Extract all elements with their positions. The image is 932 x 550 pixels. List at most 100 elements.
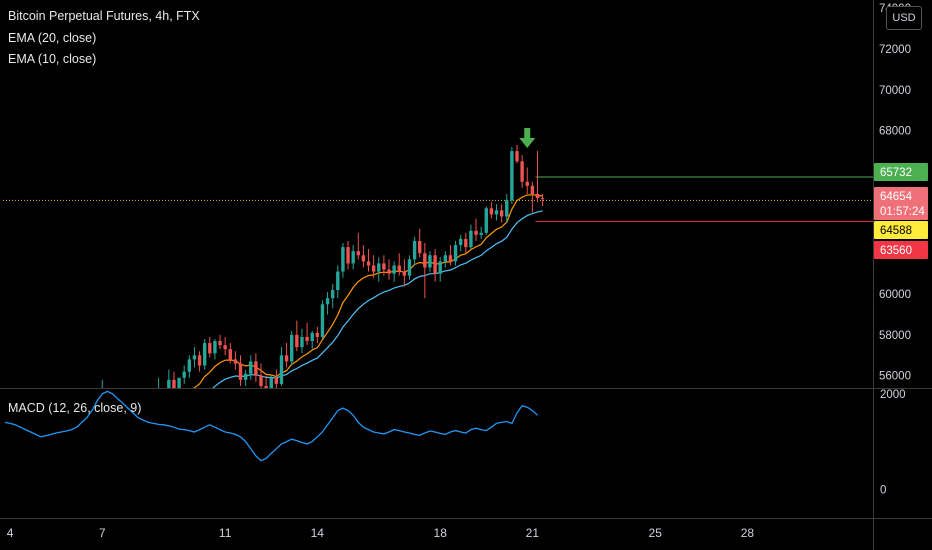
macd-tick-label: 0 xyxy=(880,484,886,496)
candle-body xyxy=(29,415,32,419)
candle-body xyxy=(453,245,458,262)
candle-body xyxy=(274,377,279,384)
time-tick-label: 7 xyxy=(99,526,106,540)
price-tick-label: 72000 xyxy=(879,44,911,56)
candle-body xyxy=(300,336,304,348)
candle-body xyxy=(284,355,289,362)
candle-body xyxy=(474,230,478,235)
candle-body xyxy=(106,432,109,436)
candle-body xyxy=(310,332,314,342)
candle-body xyxy=(525,181,529,186)
price-tick-label: 58000 xyxy=(879,330,911,342)
candle-body xyxy=(397,265,401,272)
candle-body xyxy=(44,421,47,425)
candle-body xyxy=(34,417,37,419)
candle-body xyxy=(90,430,93,433)
candle-body xyxy=(407,259,412,276)
candle-body xyxy=(142,436,145,439)
candle-body xyxy=(438,261,442,274)
candle-body xyxy=(187,359,192,372)
candle-body xyxy=(213,341,217,354)
candle-body xyxy=(177,377,181,388)
time-tick-label: 14 xyxy=(311,526,325,540)
price-tick-label: 68000 xyxy=(879,126,911,138)
candle-body xyxy=(377,263,381,272)
price-label-value: 63560 xyxy=(880,245,912,257)
candle-body xyxy=(85,428,88,433)
candle-body xyxy=(279,355,284,384)
candle-body xyxy=(111,433,114,436)
candle-body xyxy=(147,436,150,440)
candle-body xyxy=(535,194,540,199)
candle-body xyxy=(346,247,350,264)
candle-body xyxy=(65,424,68,429)
price-tick-label: 70000 xyxy=(879,85,911,97)
candle-body xyxy=(412,240,417,260)
candle-body xyxy=(499,210,504,217)
candle-body xyxy=(202,343,207,366)
candle-body xyxy=(464,238,468,248)
candle-body xyxy=(197,355,202,366)
candle-body xyxy=(264,385,268,388)
candle-body xyxy=(208,343,212,354)
candle-body xyxy=(361,255,366,262)
candle-body xyxy=(402,271,407,276)
time-tick-label: 11 xyxy=(219,526,232,540)
time-tick-label: 25 xyxy=(649,526,663,540)
candle-body xyxy=(172,379,176,388)
candle-body xyxy=(167,379,171,388)
ema-20-legend: EMA (20, close) xyxy=(8,31,97,45)
time-tick-label: 4 xyxy=(7,526,14,540)
chart-title: Bitcoin Perpetual Futures, 4h, FTX xyxy=(8,9,200,23)
time-tick-label: 28 xyxy=(741,526,755,540)
price-label-value: 65732 xyxy=(880,167,912,179)
price-label-value: 64654 xyxy=(880,191,913,203)
candle-body xyxy=(49,423,52,425)
price-plot xyxy=(3,144,873,440)
candle-body xyxy=(505,200,509,217)
candle-body xyxy=(192,355,197,360)
candle-body xyxy=(520,161,524,182)
candle-body xyxy=(494,210,499,215)
ema-20-line xyxy=(212,210,543,388)
candle-body xyxy=(95,430,98,435)
candle-body xyxy=(515,151,519,162)
candle-body xyxy=(423,253,427,268)
candle-body xyxy=(315,332,320,337)
price-label-badge xyxy=(874,163,928,181)
candle-body xyxy=(233,359,238,364)
candle-body xyxy=(39,417,42,421)
candle-body xyxy=(305,336,309,342)
candle-body xyxy=(428,255,432,268)
candle-body xyxy=(290,334,294,362)
candle-body xyxy=(351,251,355,264)
price-label-badge xyxy=(874,221,928,239)
currency-button[interactable]: USD xyxy=(886,6,922,30)
candle-body xyxy=(116,433,119,437)
candle-body xyxy=(325,298,330,305)
candle-body xyxy=(320,304,325,337)
macd-tick-label: 2000 xyxy=(880,389,906,401)
candle-body xyxy=(356,251,360,256)
candle-body xyxy=(238,363,243,380)
candle-body xyxy=(469,230,473,248)
price-tick-label: 56000 xyxy=(879,371,911,383)
price-label-badge xyxy=(874,187,928,220)
candle-body xyxy=(540,198,545,200)
time-tick-label: 18 xyxy=(434,526,448,540)
price-tick-label: 60000 xyxy=(879,289,911,301)
candle-body xyxy=(254,361,258,376)
ema-10-legend: EMA (10, close) xyxy=(8,52,97,66)
candle-body xyxy=(382,263,386,270)
signal-arrow-down-icon xyxy=(519,128,536,148)
candle-body xyxy=(136,435,139,439)
candle-body xyxy=(295,334,299,348)
macd-line xyxy=(4,390,538,462)
candle-body xyxy=(131,435,134,438)
price-label-value: 64588 xyxy=(880,225,912,237)
ema-10-line xyxy=(193,194,543,388)
candle-body xyxy=(223,345,227,350)
candle-body xyxy=(371,265,376,272)
candle-body xyxy=(530,185,535,194)
